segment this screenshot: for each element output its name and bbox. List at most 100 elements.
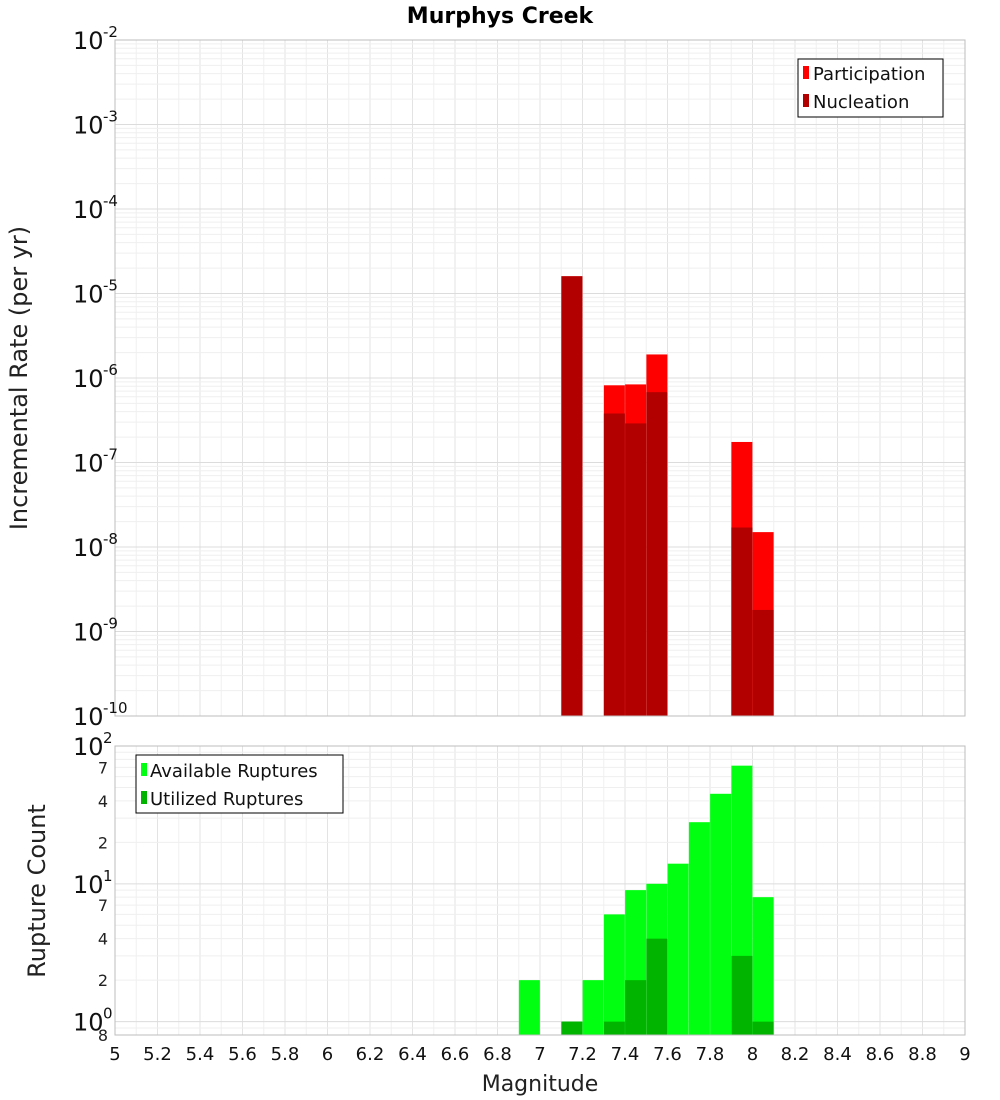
bottom-y-tick-label-minor: 4 [98, 930, 108, 949]
x-tick-label: 7 [534, 1044, 545, 1065]
bottom-legend-box [135, 754, 344, 814]
legend-label-available-ruptures: Available Ruptures [150, 761, 318, 782]
top-legend-box [797, 58, 944, 118]
tick-exponent: 0 [103, 1005, 113, 1023]
tick-base: 10 [73, 733, 104, 761]
top-y-tick-label: 10 -3 [73, 108, 118, 140]
bottom-y-axis-label: Rupture Count [23, 804, 51, 978]
bottom-y-tick-label-major: 10 0 [73, 1005, 113, 1037]
tick-exponent: 2 [103, 729, 113, 747]
tick-exponent: -7 [103, 446, 118, 464]
tick-base: 10 [73, 281, 104, 309]
tick-base: 10 [73, 450, 104, 478]
top-plot-frame [114, 39, 966, 717]
top-y-tick-label: 10 -2 [73, 23, 118, 55]
bar-nucleation-m8_05 [752, 609, 774, 716]
bar-available-ruptures-m7_65 [667, 863, 689, 1035]
tick-base: 10 [73, 871, 104, 899]
legend-label-nucleation: Nucleation [813, 92, 909, 113]
tick-base: 10 [73, 365, 104, 393]
tick-exponent: -6 [103, 361, 118, 379]
x-tick-label: 6 [322, 1044, 333, 1065]
bar-nucleation-m7_35 [603, 413, 625, 716]
legend-swatch-utilized-ruptures [141, 791, 147, 804]
top-y-tick-label: 10 -8 [73, 530, 118, 562]
tick-exponent: -8 [103, 530, 118, 548]
bar-available-ruptures-m6_95 [518, 980, 540, 1035]
bottom-y-tick-label-minor: 7 [98, 758, 108, 777]
top-y-tick-label: 10 -5 [73, 277, 118, 309]
tick-base: 10 [73, 619, 104, 647]
x-tick-label: 9 [959, 1044, 970, 1065]
top-y-tick-label: 10 -9 [73, 615, 118, 647]
bar-available-ruptures-m7_75 [688, 822, 710, 1035]
tick-exponent: -5 [103, 277, 118, 295]
x-tick-label: 6.4 [398, 1044, 427, 1065]
tick-base: 10 [73, 703, 104, 731]
tick-exponent: -3 [103, 108, 118, 126]
bottom-y-tick-label-minor: 2 [98, 971, 108, 990]
x-tick-label: 6.6 [441, 1044, 470, 1065]
x-tick-label: 5.6 [228, 1044, 257, 1065]
bar-utilized-ruptures-m8_05 [752, 1021, 774, 1035]
bar-nucleation-m7_45 [625, 423, 647, 716]
bar-utilized-ruptures-m7_15 [561, 1021, 583, 1035]
legend-swatch-available-ruptures [141, 763, 147, 776]
bar-nucleation-m7_55 [646, 392, 668, 716]
bar-available-ruptures-m7_85 [710, 793, 732, 1035]
bar-nucleation-m7_15 [561, 276, 583, 716]
bottom-y-tick-label-major: 10 1 [73, 867, 113, 899]
bottom-y-tick-label-minor: 7 [98, 896, 108, 915]
x-tick-label: 8.4 [823, 1044, 852, 1065]
bottom-y-tick-label-minor: 4 [98, 792, 108, 811]
bottom-legend: Available Ruptures Utilized Ruptures [135, 754, 344, 814]
top-y-tick-label: 10 -6 [73, 361, 118, 393]
x-tick-label: 8.8 [908, 1044, 937, 1065]
bar-utilized-ruptures-m7_35 [603, 1021, 625, 1035]
tick-base: 10 [73, 27, 104, 55]
x-tick-label: 7.4 [611, 1044, 640, 1065]
top-y-axis-label: Incremental Rate (per yr) [5, 226, 33, 530]
x-axis-label: Magnitude [482, 1072, 599, 1097]
tick-exponent: 1 [103, 867, 113, 885]
tick-base: 10 [73, 112, 104, 140]
x-tick-label: 8 [747, 1044, 758, 1065]
legend-label-utilized-ruptures: Utilized Ruptures [150, 789, 303, 810]
top-plot-grid [114, 40, 966, 717]
bar-available-ruptures-m7_35 [603, 914, 625, 1035]
x-tick-label: 7.2 [568, 1044, 597, 1065]
bottom-plot-bars [518, 765, 774, 1035]
x-tick-label: 8.6 [866, 1044, 895, 1065]
x-tick-label: 5 [109, 1044, 120, 1065]
x-tick-label: 7.8 [696, 1044, 725, 1065]
chart-title: Murphys Creek [407, 4, 595, 29]
bottom-plot-grid [114, 746, 966, 1036]
tick-base: 10 [73, 196, 104, 224]
top-y-tick-labels: 10-210-310-410-510-610-710-810-910-10 [73, 23, 128, 731]
x-tick-label: 7.6 [653, 1044, 682, 1065]
bar-utilized-ruptures-m7_45 [625, 980, 647, 1035]
legend-swatch-nucleation [803, 94, 809, 107]
bar-utilized-ruptures-m7_55 [646, 938, 668, 1035]
bar-utilized-ruptures-m7_95 [731, 955, 753, 1035]
x-tick-label: 5.2 [143, 1044, 172, 1065]
top-y-tick-label: 10 -7 [73, 446, 118, 478]
bar-available-ruptures-m7_25 [582, 980, 604, 1035]
bottom-y-tick-label-major: 10 2 [73, 729, 113, 761]
top-y-tick-label: 10 -4 [73, 192, 118, 224]
bottom-plot-frame [114, 745, 966, 1036]
x-tick-labels: 5 5.2 5.4 5.6 5.8 6 6.2 6.4 6.6 6.8 7 7.2 7.4 7.6 7.8 8… [109, 1044, 970, 1065]
bottom-y-tick-label-minor: 8 [98, 1026, 108, 1045]
tick-base: 10 [73, 534, 104, 562]
top-y-tick-label: 10 -10 [73, 699, 128, 731]
legend-swatch-participation [803, 66, 809, 79]
top-legend: Participation Nucleation [797, 58, 944, 118]
x-tick-label: 6.2 [356, 1044, 385, 1065]
legend-label-participation: Participation [813, 64, 925, 85]
bar-nucleation-m7_95 [731, 527, 753, 716]
tick-exponent: -4 [103, 192, 118, 210]
tick-exponent: -9 [103, 615, 118, 633]
